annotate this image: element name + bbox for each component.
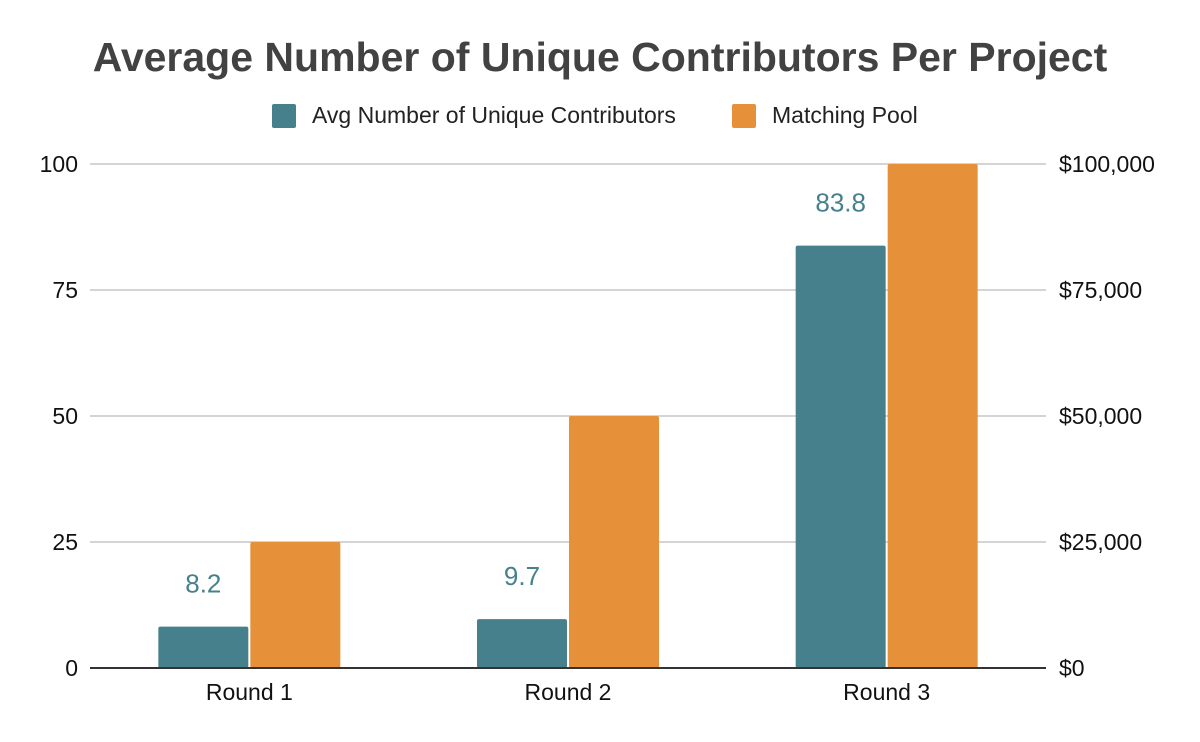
data-label-contributors: 8.2 [185, 569, 221, 599]
left-tick-label: 0 [65, 655, 78, 681]
left-axis-ticks: 0 25 50 75 100 [40, 151, 78, 681]
data-label-contributors: 83.8 [815, 188, 866, 218]
left-tick-label: 50 [52, 403, 78, 429]
legend-label-contributors: Avg Number of Unique Contributors [312, 102, 676, 128]
left-tick-label: 75 [52, 277, 78, 303]
bar-matching-pool [250, 542, 341, 668]
legend: Avg Number of Unique Contributors Matchi… [272, 102, 918, 128]
bar-contributors [158, 626, 249, 668]
legend-swatch-matching-pool [732, 104, 756, 128]
legend-label-matching-pool: Matching Pool [772, 102, 918, 128]
category-label: Round 1 [206, 679, 293, 705]
right-tick-label: $100,000 [1059, 151, 1155, 177]
left-tick-label: 100 [40, 151, 78, 177]
right-tick-label: $25,000 [1059, 529, 1142, 555]
legend-swatch-contributors [272, 104, 296, 128]
bar-contributors [795, 245, 886, 668]
bar-matching-pool [569, 416, 659, 668]
chart-title: Average Number of Unique Contributors Pe… [93, 34, 1108, 80]
right-tick-label: $0 [1059, 655, 1085, 681]
gridlines [90, 163, 1046, 543]
category-label: Round 3 [843, 679, 930, 705]
data-labels: 8.2 9.7 83.8 [185, 188, 866, 599]
right-tick-label: $75,000 [1059, 277, 1142, 303]
bars [158, 164, 978, 668]
left-tick-label: 25 [52, 529, 78, 555]
bar-matching-pool [887, 164, 978, 668]
right-tick-label: $50,000 [1059, 403, 1142, 429]
data-label-contributors: 9.7 [504, 561, 540, 591]
right-axis-ticks: $0 $25,000 $50,000 $75,000 $100,000 [1059, 151, 1155, 681]
x-axis-category-labels: Round 1 Round 2 Round 3 [206, 679, 930, 705]
bar-contributors [477, 619, 567, 668]
category-label: Round 2 [525, 679, 612, 705]
